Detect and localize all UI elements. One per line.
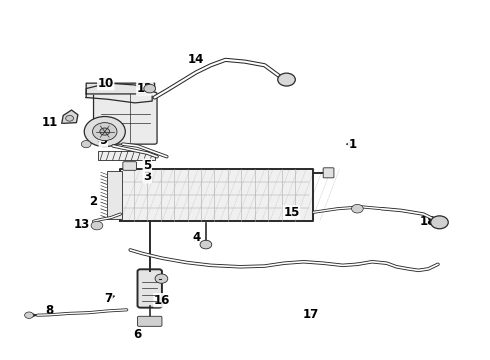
Text: 12: 12 [137,82,153,95]
Circle shape [155,274,168,283]
Text: 4: 4 [192,231,200,244]
Text: 10: 10 [98,77,114,90]
Text: 16: 16 [154,294,170,307]
FancyBboxPatch shape [138,269,162,308]
Text: 1: 1 [348,138,357,150]
Text: 5: 5 [143,159,151,172]
FancyBboxPatch shape [138,316,162,326]
Circle shape [144,84,156,93]
Circle shape [24,312,33,319]
FancyBboxPatch shape [94,92,157,144]
Polygon shape [62,110,78,123]
Text: 18: 18 [420,215,437,228]
Text: 14: 14 [188,53,204,66]
Bar [98,151,155,160]
FancyBboxPatch shape [323,168,334,178]
Text: 13: 13 [73,218,90,231]
Circle shape [84,117,125,147]
Text: 6: 6 [133,328,142,341]
Text: 15: 15 [283,206,299,219]
Text: 3: 3 [143,170,151,183]
Circle shape [81,140,91,148]
Polygon shape [86,83,152,103]
Polygon shape [121,169,314,221]
Text: 11: 11 [42,116,58,129]
Text: 7: 7 [104,292,112,305]
Circle shape [93,123,117,140]
Text: 2: 2 [90,195,98,208]
Text: 17: 17 [303,308,319,321]
Circle shape [66,116,74,121]
Circle shape [200,240,212,249]
Circle shape [91,221,103,230]
Circle shape [100,128,110,135]
FancyBboxPatch shape [123,162,137,170]
Circle shape [278,73,295,86]
Circle shape [351,204,363,213]
Polygon shape [86,83,155,94]
Circle shape [431,216,448,229]
Bar [107,171,122,220]
Text: 8: 8 [46,305,54,318]
Text: 9: 9 [99,134,107,147]
